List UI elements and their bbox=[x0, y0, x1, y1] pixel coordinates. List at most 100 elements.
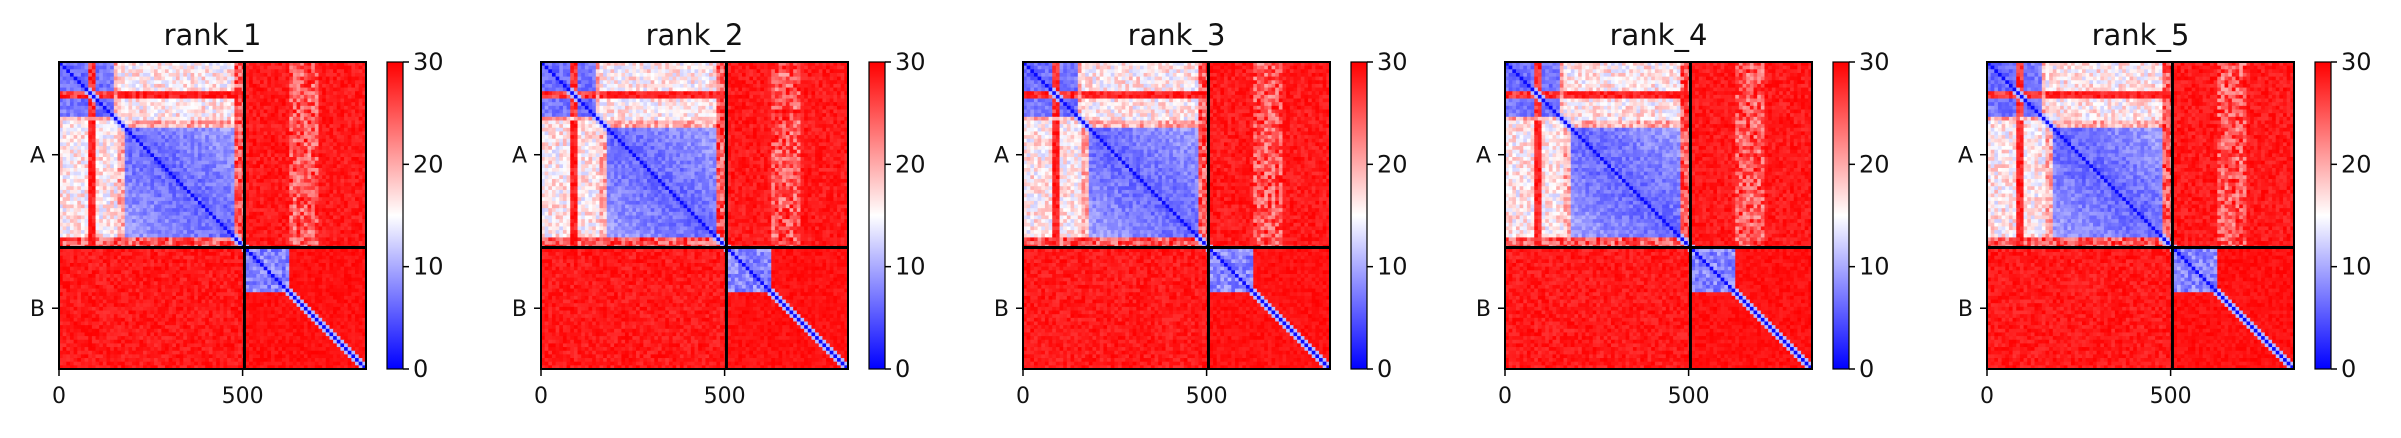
heatmap-cell bbox=[150, 219, 154, 223]
heatmap-cell bbox=[110, 219, 114, 223]
heatmap-cell bbox=[128, 73, 132, 77]
heatmap-cell bbox=[92, 110, 96, 114]
heatmap-cell bbox=[300, 223, 304, 227]
heatmap-cell bbox=[256, 190, 260, 194]
heatmap-cell bbox=[253, 168, 257, 172]
heatmap-cell bbox=[326, 146, 330, 150]
heatmap-cell bbox=[150, 117, 154, 121]
heatmap-cell bbox=[136, 146, 140, 150]
heatmap-cell bbox=[308, 139, 312, 143]
heatmap-cell bbox=[340, 179, 344, 183]
heatmap-cell bbox=[77, 172, 81, 176]
heatmap-cell bbox=[209, 146, 213, 150]
heatmap-cell bbox=[139, 106, 143, 110]
heatmap-cell bbox=[180, 128, 184, 132]
heatmap-cell bbox=[315, 150, 319, 154]
heatmap-cell bbox=[114, 110, 118, 114]
heatmap-cell bbox=[77, 110, 81, 114]
heatmap-cell bbox=[275, 161, 279, 165]
heatmap-cell bbox=[275, 150, 279, 154]
heatmap-cell bbox=[176, 146, 180, 150]
heatmap-cell bbox=[169, 110, 173, 114]
heatmap-cell bbox=[282, 150, 286, 154]
heatmap-cell bbox=[66, 194, 70, 198]
heatmap-cell bbox=[213, 117, 217, 121]
heatmap-cell bbox=[191, 124, 195, 128]
heatmap-cell bbox=[96, 146, 100, 150]
heatmap-cell bbox=[286, 95, 290, 99]
heatmap-cell bbox=[70, 77, 74, 81]
heatmap-cell bbox=[282, 157, 286, 161]
heatmap-cell bbox=[176, 201, 180, 205]
heatmap-cell bbox=[150, 194, 154, 198]
heatmap-cell bbox=[132, 73, 136, 77]
heatmap-cell bbox=[183, 212, 187, 216]
heatmap-cell bbox=[213, 128, 217, 132]
heatmap-cell bbox=[187, 205, 191, 209]
heatmap-cell bbox=[260, 190, 264, 194]
heatmap-cell bbox=[271, 84, 275, 88]
heatmap-cell bbox=[66, 230, 70, 234]
heatmap-cell bbox=[74, 124, 78, 128]
heatmap-cell bbox=[337, 88, 341, 92]
heatmap-cell bbox=[99, 91, 103, 95]
heatmap-cell bbox=[183, 186, 187, 190]
heatmap-cell bbox=[169, 212, 173, 216]
heatmap-cell bbox=[308, 66, 312, 70]
heatmap-cell bbox=[176, 99, 180, 103]
heatmap-cell bbox=[110, 110, 114, 114]
heatmap-cell bbox=[260, 183, 264, 187]
heatmap-cell bbox=[103, 131, 107, 135]
heatmap-cell bbox=[125, 110, 129, 114]
heatmap-cell bbox=[329, 110, 333, 114]
heatmap-cell bbox=[81, 80, 85, 84]
heatmap-cell bbox=[304, 106, 308, 110]
heatmap-cell bbox=[213, 219, 217, 223]
heatmap-cell bbox=[286, 230, 290, 234]
heatmap-cell bbox=[66, 88, 70, 92]
heatmap-cell bbox=[103, 150, 107, 154]
heatmap-cell bbox=[282, 135, 286, 139]
heatmap-cell bbox=[74, 197, 78, 201]
heatmap-cell bbox=[154, 230, 158, 234]
heatmap-cell bbox=[74, 88, 78, 92]
heatmap-cell bbox=[194, 106, 198, 110]
heatmap-cell bbox=[63, 208, 67, 212]
heatmap-cell bbox=[103, 164, 107, 168]
heatmap-cell bbox=[205, 208, 209, 212]
heatmap-cell bbox=[329, 106, 333, 110]
heatmap-cell bbox=[158, 153, 162, 157]
heatmap-cell bbox=[114, 128, 118, 132]
heatmap-cell bbox=[359, 157, 363, 161]
heatmap-cell bbox=[165, 164, 169, 168]
heatmap-cell bbox=[85, 88, 89, 92]
heatmap-cell bbox=[289, 120, 293, 124]
heatmap-cell bbox=[161, 117, 165, 121]
heatmap-cell bbox=[315, 66, 319, 70]
heatmap-cell bbox=[282, 172, 286, 176]
heatmap-cell bbox=[128, 183, 132, 187]
heatmap-cell bbox=[311, 219, 315, 223]
heatmap-cell bbox=[245, 175, 249, 179]
heatmap-cell bbox=[81, 197, 85, 201]
heatmap-cell bbox=[158, 197, 162, 201]
heatmap-cell bbox=[234, 186, 238, 190]
heatmap-cell bbox=[202, 186, 206, 190]
heatmap-cell bbox=[191, 216, 195, 220]
heatmap-cell bbox=[351, 150, 355, 154]
heatmap-cell bbox=[282, 110, 286, 114]
heatmap-cell bbox=[340, 99, 344, 103]
heatmap-cell bbox=[150, 179, 154, 183]
heatmap-cell bbox=[165, 99, 169, 103]
heatmap-cell bbox=[275, 102, 279, 106]
heatmap-cell bbox=[278, 223, 282, 227]
heatmap-cell bbox=[132, 84, 136, 88]
heatmap-cell bbox=[143, 99, 147, 103]
heatmap-cell bbox=[70, 197, 74, 201]
heatmap-cell bbox=[245, 168, 249, 172]
heatmap-cell bbox=[256, 164, 260, 168]
heatmap-cell bbox=[318, 194, 322, 198]
heatmap-cell bbox=[77, 77, 81, 81]
heatmap-cell bbox=[278, 150, 282, 154]
heatmap-cell bbox=[322, 113, 326, 117]
